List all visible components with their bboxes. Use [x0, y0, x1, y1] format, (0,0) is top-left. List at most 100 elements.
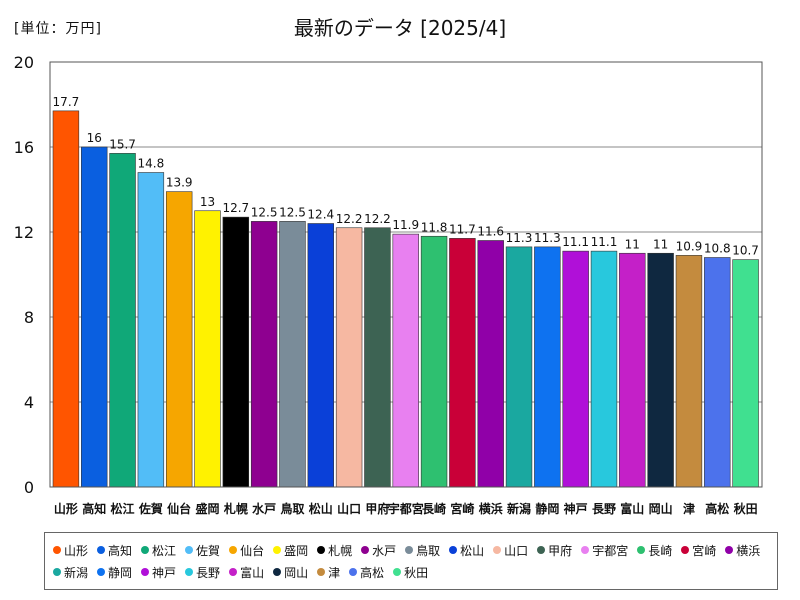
x-tick-label: 宮崎 — [450, 501, 474, 516]
legend-swatch — [273, 546, 282, 554]
y-tick-label: 4 — [24, 393, 34, 412]
bar-秋田 — [732, 259, 759, 488]
y-tick-label: 20 — [14, 53, 34, 72]
value-label: 11.3 — [506, 231, 533, 245]
legend-item: 津 — [317, 561, 340, 583]
legend-label: 津 — [328, 565, 341, 580]
legend-label: 新潟 — [64, 565, 89, 580]
value-label: 11.9 — [392, 218, 419, 232]
legend-swatch — [361, 546, 370, 554]
bar-長崎 — [420, 235, 448, 488]
bar-津 — [675, 255, 703, 488]
bar-静岡 — [534, 246, 561, 488]
x-tick-label: 宇都宮 — [388, 501, 424, 516]
legend-swatch — [725, 546, 734, 554]
legend-label: 山形 — [64, 543, 89, 558]
x-tick-label: 松江 — [111, 501, 135, 516]
value-label: 12.7 — [222, 201, 249, 215]
y-tick-label: 12 — [14, 223, 34, 242]
legend-item: 盛岡 — [273, 539, 308, 561]
legend-swatch — [229, 568, 238, 576]
legend-swatch — [537, 546, 546, 554]
value-label: 12.4 — [307, 208, 334, 222]
x-tick-label: 仙台 — [167, 501, 191, 516]
value-label: 12.2 — [336, 212, 363, 226]
x-tick-label: 甲府 — [365, 501, 389, 516]
value-label: 12.5 — [279, 205, 306, 219]
bar-富山 — [619, 252, 646, 488]
legend-item: 松山 — [449, 539, 484, 561]
value-label: 11.1 — [562, 235, 589, 249]
legend-item: 横浜 — [725, 539, 760, 561]
bar-松山 — [307, 223, 335, 488]
legend-label: 盛岡 — [284, 543, 309, 558]
value-label: 11.6 — [477, 225, 504, 239]
bar-鳥取 — [279, 221, 306, 488]
legend-swatch — [97, 546, 106, 554]
legend-label: 仙台 — [240, 543, 265, 558]
x-tick-label: 秋田 — [734, 501, 758, 516]
legend-label: 松山 — [460, 543, 485, 558]
legend-swatch — [229, 546, 238, 554]
legend-swatch — [681, 546, 690, 554]
legend-item: 宮崎 — [681, 539, 716, 561]
legend-swatch — [97, 568, 106, 576]
bar-山形 — [52, 110, 80, 488]
legend-swatch — [493, 546, 502, 554]
bar-宇都宮 — [392, 233, 419, 488]
legend-label: 富山 — [240, 565, 265, 580]
legend-label: 岡山 — [284, 565, 309, 580]
legend-swatch — [637, 546, 646, 554]
legend-item: 松江 — [141, 539, 176, 561]
legend-swatch — [53, 546, 61, 554]
value-label: 13 — [200, 195, 215, 209]
legend-swatch — [185, 546, 194, 554]
x-tick-label: 高知 — [82, 501, 106, 516]
value-label: 10.7 — [732, 244, 759, 258]
legend-swatch — [141, 568, 150, 576]
legend-swatch — [581, 546, 590, 554]
legend-item: 神戸 — [141, 561, 176, 583]
legend-item: 高松 — [349, 561, 384, 583]
legend-label: 札幌 — [328, 543, 353, 558]
value-label: 10.8 — [704, 242, 731, 256]
legend-swatch — [317, 546, 326, 554]
x-tick-label: 長野 — [592, 501, 616, 516]
value-label: 15.7 — [109, 137, 136, 151]
legend-label: 松江 — [152, 543, 177, 558]
legend-item: 札幌 — [317, 539, 352, 561]
value-label: 10.9 — [676, 239, 703, 253]
value-label: 14.8 — [138, 157, 165, 171]
legend-label: 宮崎 — [692, 543, 717, 558]
bar-高知 — [81, 146, 108, 488]
bar-新潟 — [505, 246, 533, 488]
legend-item: 高知 — [97, 539, 132, 561]
legend-item: 仙台 — [229, 539, 264, 561]
x-tick-label: 山口 — [337, 501, 361, 516]
x-tick-label: 松山 — [309, 501, 333, 516]
legend-item: 新潟 — [53, 561, 88, 583]
legend-label: 長崎 — [648, 543, 673, 558]
legend-swatch — [393, 568, 402, 576]
bar-宮崎 — [449, 238, 476, 488]
legend-label: 鳥取 — [416, 543, 441, 558]
y-tick-label: 16 — [14, 138, 34, 157]
bar-仙台 — [165, 191, 193, 488]
x-tick-label: 神戸 — [564, 501, 588, 516]
legend-label: 甲府 — [548, 543, 573, 558]
x-tick-label: 水戸 — [252, 501, 276, 516]
legend-label: 長野 — [196, 565, 221, 580]
value-label: 11.3 — [534, 231, 561, 245]
legend-label: 横浜 — [736, 543, 761, 558]
legend-swatch — [273, 568, 282, 576]
legend-item: 宇都宮 — [581, 539, 628, 561]
legend-item: 長野 — [185, 561, 220, 583]
value-label: 13.9 — [166, 176, 193, 190]
legend-label: 山口 — [504, 543, 529, 558]
value-label: 11 — [653, 237, 668, 251]
bar-札幌 — [222, 216, 250, 488]
legend-label: 佐賀 — [196, 543, 221, 558]
legend-swatch — [405, 546, 414, 554]
bar-横浜 — [477, 240, 504, 488]
legend-item: 山形 — [53, 539, 88, 561]
